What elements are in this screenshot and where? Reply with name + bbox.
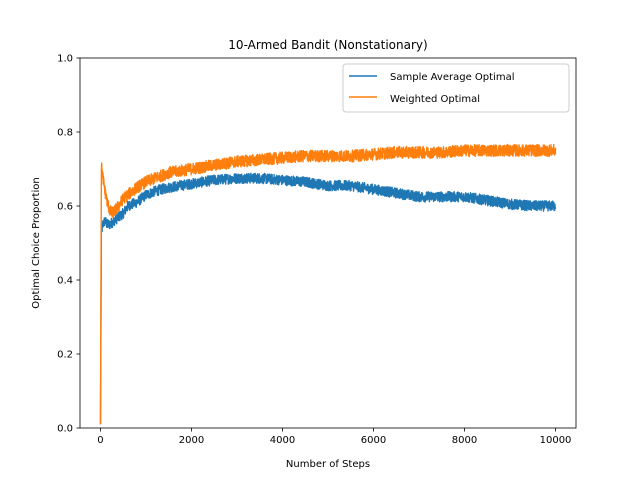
plot-frame [79,57,577,429]
x-tick-label: 6000 [361,435,386,446]
legend-label-sample-average: Sample Average Optimal [390,72,514,83]
x-tick-label: 4000 [270,435,295,446]
legend: Sample Average Optimal Weighted Optimal [342,63,570,113]
series-layer [99,143,557,425]
legend-box [342,63,570,113]
sample-average-series-line [99,172,557,425]
x-tick-label: 2000 [179,435,204,446]
y-axis-label: Optimal Choice Proportion [31,177,42,308]
y-tick-label: 0.0 [57,424,73,435]
legend-label-weighted: Weighted Optimal [390,94,480,105]
x-tick-label: 8000 [452,435,477,446]
y-tick-label: 0.6 [57,202,73,213]
y-tick-label: 0.2 [57,350,73,361]
y-tick-label: 0.8 [57,128,73,139]
chart-title: 10-Armed Bandit (Nonstationary) [228,38,427,52]
x-axis-label: Number of Steps [286,459,370,470]
y-tick-label: 1.0 [57,54,73,65]
x-tick-label: 10000 [540,435,572,446]
ticks-layer: 0 2000 4000 6000 8000 10000 0.0 0.2 0.4 0.6 0.8 1.0 [57,54,571,447]
weighted-series-line [99,143,557,425]
x-tick-label: 0 [97,435,103,446]
y-tick-label: 0.4 [57,276,73,287]
